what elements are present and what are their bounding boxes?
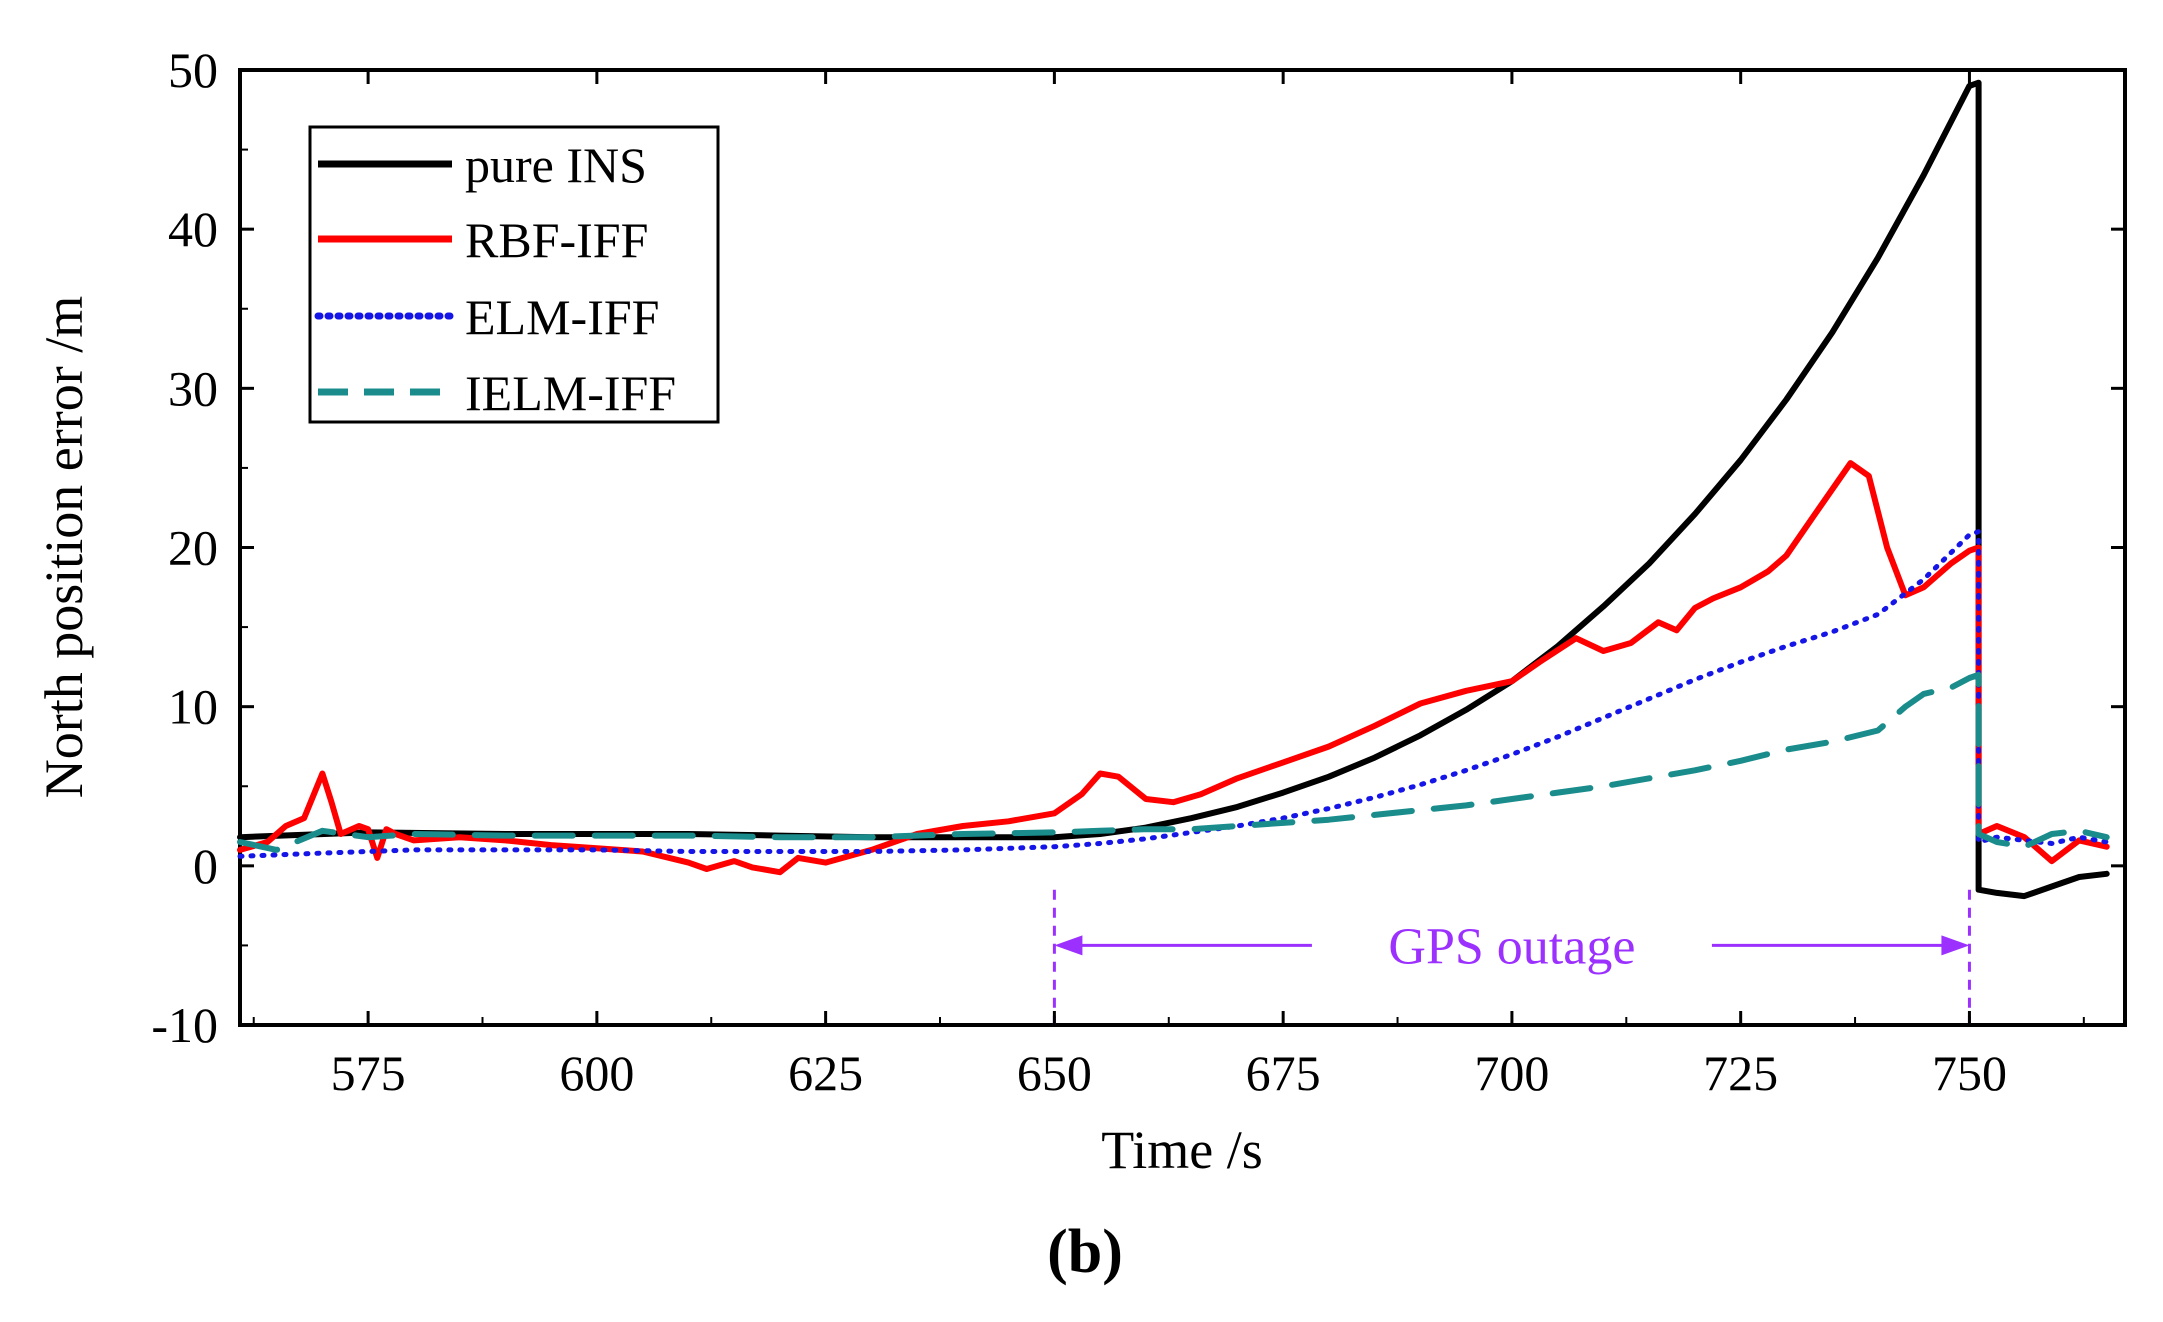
x-tick-label: 750 [1932, 1045, 2007, 1101]
legend-label-elm-iff: ELM-IFF [465, 289, 659, 345]
legend-box [308, 125, 720, 424]
series-line-elm-iff [237, 529, 2110, 859]
axis-ticks: 575 600 625 650 675 700 725 750 -10 0 10 20 30 40 50 [151, 42, 2125, 1101]
y-tick-label: -10 [151, 997, 218, 1053]
legend-label-ielm-iff: IELM-IFF [465, 365, 676, 421]
annotation-layer: GPS outage [1052, 889, 1971, 1025]
y-tick-label: 40 [168, 201, 218, 257]
y-tick-label: 50 [168, 42, 218, 98]
x-tick-label: 625 [788, 1045, 863, 1101]
gps-outage-label: GPS outage [1388, 918, 1635, 975]
y-axis-title: North position error /m [34, 296, 94, 798]
x-tick-label: 650 [1017, 1045, 1092, 1101]
x-tick-label: 725 [1703, 1045, 1778, 1101]
y-tick-label: 0 [193, 838, 218, 894]
legend-label-pure-ins: pure INS [465, 137, 647, 193]
series-layer [237, 79, 2110, 900]
y-tick-label: 30 [168, 360, 218, 416]
x-axis-title: Time /s [1101, 1120, 1263, 1180]
outage-arrow-left-head [1054, 935, 1083, 956]
x-tick-label: 600 [559, 1045, 634, 1101]
y-tick-label: 10 [168, 679, 218, 735]
series-line-rbf-iff [237, 460, 2110, 876]
series-line-ielm-iff [237, 671, 2110, 853]
panel-label: (b) [1047, 1218, 1123, 1286]
legend: pure INS RBF-IFF ELM-IFF IELM-IFF [308, 125, 720, 424]
outage-arrow-right-head [1941, 935, 1970, 956]
legend-label-rbf-iff: RBF-IFF [465, 212, 648, 268]
x-tick-label: 575 [331, 1045, 406, 1101]
y-tick-label: 20 [168, 520, 218, 576]
x-tick-label: 700 [1474, 1045, 1549, 1101]
x-tick-label: 675 [1246, 1045, 1321, 1101]
